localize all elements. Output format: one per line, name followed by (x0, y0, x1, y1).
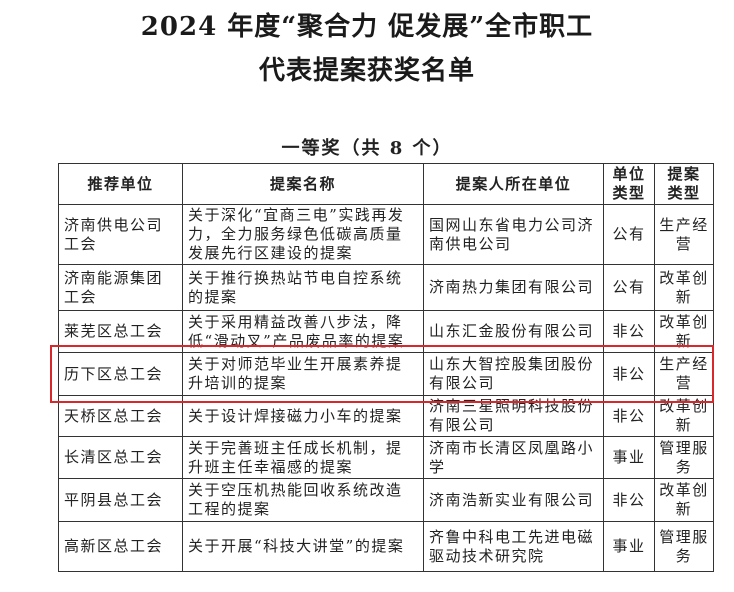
proposal-title-cell: 关于完善班主任成长机制，提升班主任幸福感的提案 (182, 436, 424, 479)
header-cell: 提案名称 (182, 163, 424, 205)
table-header-row: 推荐单位 提案名称 提案人所在单位 单位类型 提案类型 (58, 163, 714, 205)
recommending-unit-cell: 长清区总工会 (58, 436, 183, 479)
proposer-unit-cell: 国网山东省电力公司济南供电公司 (423, 204, 604, 265)
unit-type-cell: 公有 (603, 264, 655, 311)
recommending-unit-cell: 平阴县总工会 (58, 478, 183, 522)
header-cell: 提案类型 (654, 163, 714, 205)
recommending-unit-cell: 高新区总工会 (58, 521, 183, 572)
proposal-type-cell: 生产经营 (654, 352, 714, 396)
proposer-unit-cell: 齐鲁中科电工先进电磁驱动技术研究院 (423, 521, 604, 572)
proposal-type-cell: 改革创新 (654, 264, 714, 311)
proposal-type-cell: 改革创新 (654, 478, 714, 522)
header-cell: 推荐单位 (58, 163, 183, 205)
proposal-title-cell: 关于深化“宜商三电”实践再发力，全力服务绿色低碳高质量发展先行区建设的提案 (182, 204, 424, 265)
table-row: 济南能源集团工会 关于推行换热站节电自控系统的提案 济南热力集团有限公司 公有 改革创新 (58, 264, 714, 311)
header-cell: 单位类型 (603, 163, 655, 205)
unit-type-cell: 事业 (603, 436, 655, 479)
highlight-box (50, 345, 714, 403)
proposer-unit-cell: 济南浩新实业有限公司 (423, 478, 604, 522)
proposer-unit-cell: 济南市长清区凤凰路小学 (423, 436, 604, 479)
unit-type-cell: 事业 (603, 521, 655, 572)
recommending-unit-cell: 济南能源集团工会 (58, 264, 183, 311)
recommending-unit-cell: 济南供电公司工会 (58, 204, 183, 265)
proposal-type-cell: 管理服务 (654, 436, 714, 479)
proposer-unit-cell: 济南热力集团有限公司 (423, 264, 604, 311)
award-subtitle: 一等奖（共 8 个） (281, 138, 453, 159)
proposal-type-cell: 生产经营 (654, 204, 714, 265)
table-row: 济南供电公司工会 关于深化“宜商三电”实践再发力，全力服务绿色低碳高质量发展先行区… (58, 204, 714, 265)
unit-type-cell: 公有 (603, 204, 655, 265)
proposal-type-cell: 管理服务 (654, 521, 714, 572)
unit-type-cell: 非公 (603, 352, 655, 396)
document-title-line1: 2024 年度“聚合力 促发展”全市职工 (140, 12, 594, 42)
proposal-title-cell: 关于推行换热站节电自控系统的提案 (182, 264, 424, 311)
award-table: 推荐单位 提案名称 提案人所在单位 单位类型 提案类型 济南供电公司工会 关于深化… (58, 163, 714, 572)
table-row: 平阴县总工会 关于空压机热能回收系统改造工程的提案 济南浩新实业有限公司 非公 改革创新 (58, 478, 714, 522)
table-row: 高新区总工会 关于开展“科技大讲堂”的提案 齐鲁中科电工先进电磁驱动技术研究院 事业管… (58, 521, 714, 572)
document-title-line2: 代表提案获奖名单 (258, 56, 475, 86)
proposal-title-cell: 关于空压机热能回收系统改造工程的提案 (182, 478, 424, 522)
proposal-title-cell: 关于对师范毕业生开展素养提升培训的提案 (182, 352, 424, 396)
unit-type-cell: 非公 (603, 478, 655, 522)
proposal-title-cell: 关于开展“科技大讲堂”的提案 (182, 521, 424, 572)
table-row: 长清区总工会 关于完善班主任成长机制，提升班主任幸福感的提案 济南市长清区凤凰路小学… (58, 436, 714, 479)
header-cell: 提案人所在单位 (423, 163, 604, 205)
